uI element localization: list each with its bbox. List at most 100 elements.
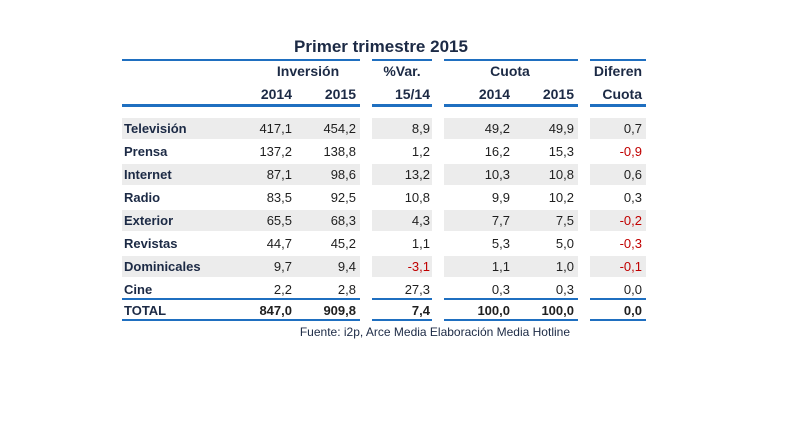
cell-inv-2014: 2,2 <box>273 282 292 297</box>
cell-var: 4,3 <box>411 213 430 228</box>
cell-var: 1,1 <box>411 236 430 251</box>
row-label: Dominicales <box>124 259 201 274</box>
table-row: Dominicales 9,7 9,4 -3,1 1,1 1,0 -0,1 <box>0 255 797 278</box>
row-label: Cine <box>124 282 153 297</box>
total-dif: 0,0 <box>623 303 642 318</box>
row-band <box>122 118 360 139</box>
cell-dif: -0,2 <box>619 213 642 228</box>
cell-cuota-2015: 49,9 <box>548 121 574 136</box>
table-row: Internet 87,1 98,6 13,2 10,3 10,8 0,6 <box>0 163 797 186</box>
cell-dif: 0,0 <box>623 282 642 297</box>
cell-inv-2015: 92,5 <box>330 190 356 205</box>
header-cuota: Cuota <box>490 63 530 79</box>
total-label: TOTAL <box>124 303 167 318</box>
row-band <box>444 164 578 185</box>
rule-bottom-4 <box>590 319 646 321</box>
row-band <box>590 256 646 277</box>
cell-dif: 0,7 <box>623 121 642 136</box>
row-band <box>372 118 432 139</box>
rule-header-2 <box>372 104 432 107</box>
rule-top-2 <box>372 59 432 61</box>
rule-total-top-3 <box>444 298 578 300</box>
rule-header-1 <box>122 104 360 107</box>
rule-total-top-4 <box>590 298 646 300</box>
rule-total-top-1 <box>122 298 360 300</box>
cell-inv-2015: 2,8 <box>337 282 356 297</box>
row-band <box>372 256 432 277</box>
row-band <box>372 164 432 185</box>
row-label: Radio <box>124 190 161 205</box>
cell-dif: 0,3 <box>623 190 642 205</box>
cell-inv-2014: 65,5 <box>266 213 292 228</box>
header-inv-2015: 2015 <box>324 86 356 102</box>
table-row: Televisión 417,1 454,2 8,9 49,2 49,9 0,7 <box>0 117 797 140</box>
header-diferen: Diferen <box>593 63 643 79</box>
row-band <box>444 210 578 231</box>
rule-total-top-2 <box>372 298 432 300</box>
table-row: Radio 83,5 92,5 10,8 9,9 10,2 0,3 <box>0 186 797 209</box>
cell-cuota-2014: 0,3 <box>491 282 510 297</box>
cell-inv-2015: 454,2 <box>323 121 356 136</box>
cell-cuota-2014: 16,2 <box>484 144 510 159</box>
rule-bottom-2 <box>372 319 432 321</box>
rule-header-4 <box>590 104 646 107</box>
table-row: Cine 2,2 2,8 27,3 0,3 0,3 0,0 <box>0 278 797 301</box>
cell-inv-2015: 68,3 <box>330 213 356 228</box>
total-inv-2014: 847,0 <box>259 303 292 318</box>
row-band <box>444 118 578 139</box>
cell-cuota-2015: 5,0 <box>555 236 574 251</box>
row-band <box>590 210 646 231</box>
cell-var: 8,9 <box>411 121 430 136</box>
cell-cuota-2014: 7,7 <box>491 213 510 228</box>
table-row: Revistas 44,7 45,2 1,1 5,3 5,0 -0,3 <box>0 232 797 255</box>
total-inv-2015: 909,8 <box>323 303 356 318</box>
row-band <box>372 210 432 231</box>
cell-cuota-2015: 10,2 <box>548 190 574 205</box>
cell-inv-2014: 417,1 <box>259 121 292 136</box>
cell-inv-2015: 45,2 <box>330 236 356 251</box>
header-var-period: 15/14 <box>394 86 430 102</box>
row-band <box>590 118 646 139</box>
row-band <box>122 256 360 277</box>
rule-top-3 <box>444 59 578 61</box>
header-diferen-cuota: Cuota <box>602 86 642 102</box>
cell-dif: -0,3 <box>619 236 642 251</box>
rule-bottom-3 <box>444 319 578 321</box>
cell-cuota-2015: 0,3 <box>555 282 574 297</box>
total-row: TOTAL 847,0 909,8 7,4 100,0 100,0 0,0 <box>0 299 797 322</box>
cell-cuota-2015: 10,8 <box>548 167 574 182</box>
header-cuota-2015: 2015 <box>542 86 574 102</box>
header-cuota-2014: 2014 <box>478 86 510 102</box>
total-cuota-2014: 100,0 <box>477 303 510 318</box>
cell-var: 1,2 <box>411 144 430 159</box>
rule-header-3 <box>444 104 578 107</box>
row-label: Prensa <box>124 144 168 159</box>
cell-cuota-2014: 9,9 <box>491 190 510 205</box>
cell-var: 27,3 <box>404 282 430 297</box>
source-footnote: Fuente: i2p, Arce Media Elaboración Medi… <box>299 325 570 339</box>
rule-bottom-1 <box>122 319 360 321</box>
row-label: Exterior <box>124 213 174 228</box>
rule-top-1 <box>122 59 360 61</box>
cell-cuota-2014: 10,3 <box>484 167 510 182</box>
cell-inv-2014: 87,1 <box>266 167 292 182</box>
cell-cuota-2015: 15,3 <box>548 144 574 159</box>
cell-inv-2015: 9,4 <box>337 259 356 274</box>
cell-inv-2015: 138,8 <box>323 144 356 159</box>
total-var: 7,4 <box>411 303 430 318</box>
total-cuota-2015: 100,0 <box>541 303 574 318</box>
table-title: Primer trimestre 2015 <box>294 37 468 56</box>
cell-inv-2014: 137,2 <box>259 144 292 159</box>
row-label: Internet <box>124 167 172 182</box>
row-band <box>122 210 360 231</box>
row-label: Revistas <box>124 236 178 251</box>
cell-cuota-2015: 1,0 <box>555 259 574 274</box>
cell-inv-2015: 98,6 <box>330 167 356 182</box>
cell-dif: 0,6 <box>623 167 642 182</box>
cell-inv-2014: 44,7 <box>266 236 292 251</box>
table-row: Prensa 137,2 138,8 1,2 16,2 15,3 -0,9 <box>0 140 797 163</box>
cell-dif: -0,1 <box>619 259 642 274</box>
cell-var: -3,1 <box>407 259 430 274</box>
table-row: Exterior 65,5 68,3 4,3 7,7 7,5 -0,2 <box>0 209 797 232</box>
header-inv-2014: 2014 <box>260 86 292 102</box>
